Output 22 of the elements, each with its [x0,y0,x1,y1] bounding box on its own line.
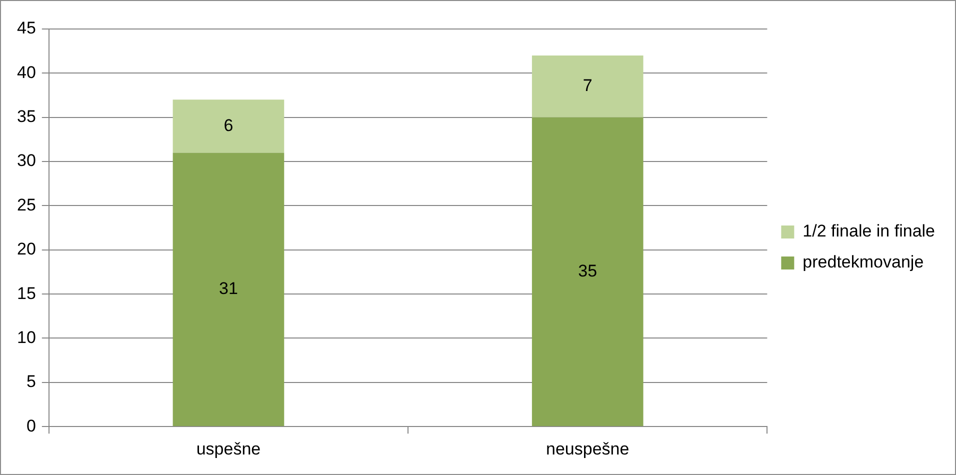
y-tick-label: 10 [16,328,36,347]
bar [532,117,644,426]
y-tick-label: 45 [16,18,36,38]
x-tick-label: uspešne [196,439,261,458]
y-tick-label: 25 [16,195,36,214]
legend-label: 1/2 finale in finale [802,222,936,241]
y-tick-label: 40 [16,62,36,82]
bar [172,152,284,426]
y-tick-label: 5 [26,372,36,392]
bar [172,100,284,153]
data-label: 7 [582,76,592,96]
legend-label: predtekmovanje [802,252,924,272]
data-label: 35 [578,261,598,280]
y-tick-label: 0 [26,416,36,436]
y-tick-label: 35 [16,107,36,126]
data-label: 31 [219,279,238,298]
y-tick-label: 20 [16,240,36,259]
data-label: 6 [224,116,234,135]
y-tick-label: 30 [16,151,36,170]
x-tick-label: neuspešne [546,439,630,458]
bar [532,56,644,118]
y-tick-label: 15 [16,284,36,303]
